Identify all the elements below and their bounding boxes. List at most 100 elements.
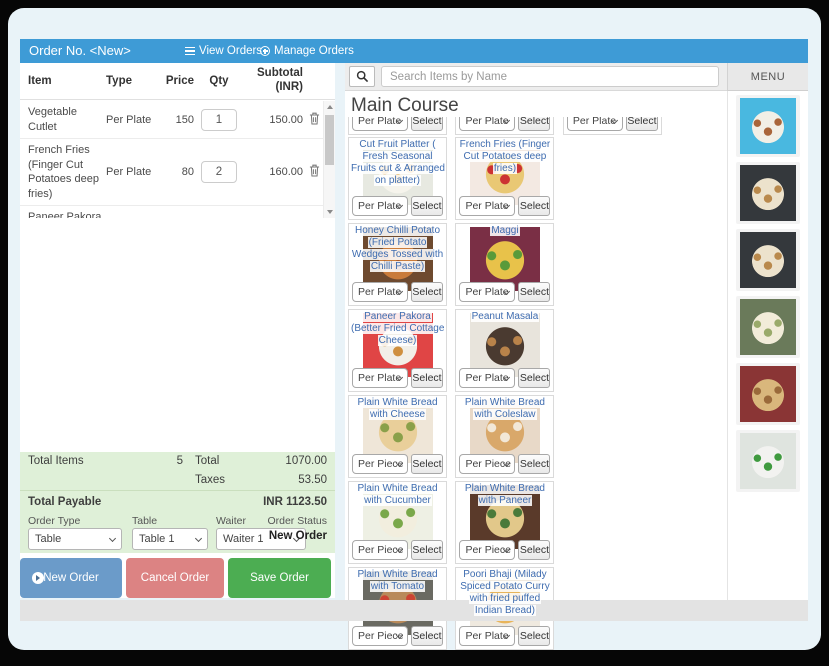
scroll-down-icon[interactable]: [324, 206, 335, 218]
scrollbar-thumb[interactable]: [325, 115, 334, 165]
category-thumbnail[interactable]: [736, 229, 800, 291]
select-button[interactable]: Select: [411, 626, 443, 646]
menu-item-name: Cut Fruit Platter ( Fresh Seasonal Fruit…: [350, 139, 446, 186]
delete-item-button[interactable]: [305, 112, 323, 128]
select-button[interactable]: Select: [411, 117, 443, 131]
select-button[interactable]: Select: [411, 454, 443, 474]
col-type: Type: [106, 75, 132, 87]
unit-select[interactable]: Per Piece: [352, 454, 408, 474]
select-button[interactable]: Select: [518, 282, 551, 302]
waiter-select[interactable]: Waiter 1: [216, 528, 306, 550]
select-button[interactable]: Select: [518, 196, 551, 216]
scroll-up-icon[interactable]: [324, 101, 335, 113]
order-rows: Vegetable Cutlet Per Plate 150 150.00 Fr…: [20, 101, 323, 218]
table-select[interactable]: Table 1: [132, 528, 208, 550]
menu-item-card: Peanut Masala Per Plate Select: [455, 309, 555, 392]
total-items-label: Total Items: [28, 455, 84, 467]
select-button[interactable]: Select: [518, 454, 551, 474]
unit-select[interactable]: Per Plate: [352, 117, 408, 131]
waiter-value: Waiter 1: [223, 533, 264, 545]
select-button[interactable]: Select: [518, 626, 551, 646]
cancel-order-button[interactable]: Cancel Order: [126, 558, 224, 598]
table-value: Table 1: [139, 533, 175, 545]
select-button[interactable]: Select: [411, 196, 443, 216]
order-type-label: Order Type: [28, 515, 81, 527]
unit-value: Per Plate: [358, 286, 402, 298]
unit-select[interactable]: Per Piece: [459, 454, 516, 474]
unit-value: Per Plate: [465, 286, 509, 298]
unit-select[interactable]: Per Plate: [566, 117, 623, 131]
order-item-name: French Fries (Finger Cut Potatoes deep f…: [28, 144, 99, 200]
col-subtotal: Subtotal (INR): [257, 67, 303, 93]
unit-select[interactable]: Per Plate: [352, 282, 408, 302]
col-item: Item: [28, 75, 52, 87]
order-controls: Order Type Table Waiter Order Status Tab…: [20, 512, 335, 553]
manage-orders-button[interactable]: Manage Orders: [260, 39, 354, 63]
menu-items-grid: Per Plate Select Per Plate Select Per Pl…: [348, 117, 663, 650]
category-image: [740, 299, 796, 355]
select-button[interactable]: Select: [518, 368, 551, 388]
order-scrollbar[interactable]: [323, 101, 335, 218]
order-number-title: Order No. <New>: [29, 43, 131, 58]
order-status-label: Order Status: [267, 515, 327, 527]
table-label: Table: [132, 515, 158, 527]
menu-button[interactable]: MENU: [727, 63, 808, 91]
unit-select[interactable]: Per Plate: [352, 368, 408, 388]
order-item-price: 80: [181, 166, 194, 179]
select-button[interactable]: Select: [625, 117, 658, 131]
category-thumbnail[interactable]: [736, 162, 800, 224]
delete-item-button[interactable]: [305, 164, 323, 180]
play-circle-icon: [32, 572, 44, 584]
unit-select[interactable]: Per Plate: [459, 626, 516, 646]
unit-select[interactable]: Per Plate: [459, 282, 516, 302]
select-button[interactable]: Select: [411, 368, 443, 388]
plus-circle-icon: [260, 46, 270, 56]
save-order-button[interactable]: Save Order: [228, 558, 331, 598]
select-button[interactable]: Select: [411, 282, 443, 302]
category-thumbnail[interactable]: [736, 95, 800, 157]
search-input[interactable]: [381, 66, 719, 87]
trash-icon: [309, 164, 319, 177]
category-thumbnail[interactable]: [736, 430, 800, 492]
unit-select[interactable]: Per Plate: [352, 196, 408, 216]
search-icon: [356, 70, 368, 83]
select-button[interactable]: Select: [518, 117, 551, 131]
order-actions: New Order Cancel Order Save Order: [20, 558, 335, 598]
order-item-type: Per Plate: [106, 166, 152, 179]
menu-item-card: Paneer Pakora (Better Fried Cottage Chee…: [348, 309, 447, 392]
unit-select[interactable]: Per Plate: [459, 117, 516, 131]
order-type-select[interactable]: Table: [28, 528, 122, 550]
unit-select[interactable]: Per Plate: [459, 196, 516, 216]
waiter-label: Waiter: [216, 515, 246, 527]
chevron-down-icon: [503, 201, 511, 210]
order-item-type: Per Plate: [106, 113, 152, 126]
unit-select[interactable]: Per Piece: [459, 540, 516, 560]
new-order-label: New Order: [43, 572, 99, 584]
order-type-value: Table: [35, 533, 62, 545]
view-orders-label: View Orders: [199, 45, 263, 57]
new-order-button[interactable]: New Order: [20, 558, 122, 598]
search-button[interactable]: [349, 66, 375, 87]
order-item-subtotal: 150.00: [269, 113, 303, 126]
unit-select[interactable]: Per Plate: [459, 368, 516, 388]
category-image: [740, 98, 796, 154]
manage-orders-label: Manage Orders: [274, 45, 354, 57]
unit-value: Per Plate: [358, 117, 402, 127]
qty-input[interactable]: [201, 108, 237, 131]
menu-item-card: Per Plate Select: [455, 117, 555, 135]
unit-value: Per Piece: [465, 544, 511, 556]
category-thumbnail[interactable]: [736, 363, 800, 425]
total-payable-label: Total Payable: [28, 496, 102, 508]
unit-select[interactable]: Per Piece: [352, 626, 408, 646]
view-orders-button[interactable]: View Orders: [185, 39, 262, 63]
menu-item-card: Maggi Per Plate Select: [455, 223, 555, 306]
category-image: [740, 165, 796, 221]
select-button[interactable]: Select: [411, 540, 443, 560]
menu-item-name: Plain White Bread with Coleslaw: [463, 397, 546, 420]
category-title: Main Course: [351, 95, 459, 116]
qty-input[interactable]: [201, 161, 237, 184]
order-item-name: Vegetable Cutlet: [28, 106, 77, 133]
category-thumbnail[interactable]: [736, 296, 800, 358]
unit-select[interactable]: Per Piece: [352, 540, 408, 560]
select-button[interactable]: Select: [518, 540, 551, 560]
